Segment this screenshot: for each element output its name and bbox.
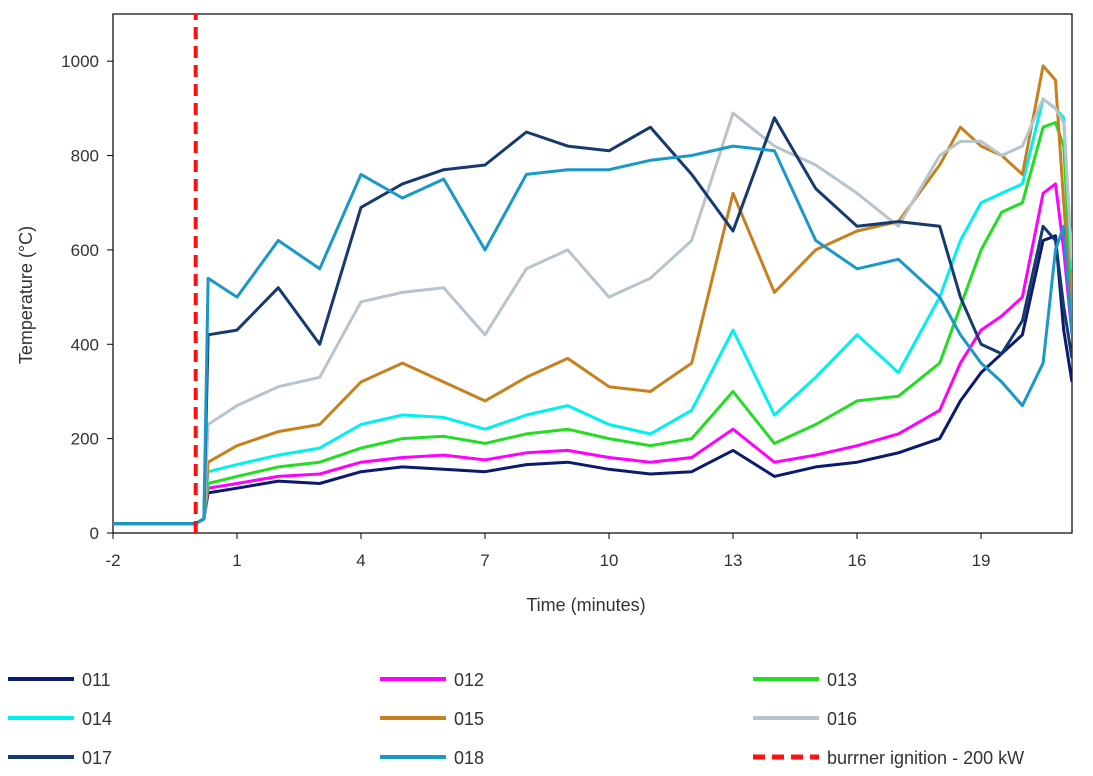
series-group — [113, 14, 1072, 533]
series-line-013 — [113, 121, 1072, 526]
y-tick-label: 400 — [71, 335, 99, 354]
y-tick-label: 200 — [71, 430, 99, 449]
axes-group: -2 1 4 7 10 13 16 19 0 200 400 600 800 1000 — [61, 52, 990, 570]
x-axis-title: Time (minutes) — [526, 595, 645, 615]
y-tick-label: 1000 — [61, 52, 99, 71]
x-tick-label: 7 — [480, 551, 489, 570]
legend-label: 018 — [454, 748, 484, 768]
legend: 011 012 013 014 015 016 017 018 burrner ignition… — [8, 670, 1024, 768]
y-tick-label: 800 — [71, 147, 99, 166]
legend-label: 014 — [82, 709, 112, 729]
y-tick-label: 600 — [71, 241, 99, 260]
legend-label: burrner ignition - 200 kW — [827, 748, 1024, 768]
x-tick-label: 13 — [724, 551, 743, 570]
x-tick-label: 10 — [600, 551, 619, 570]
series-line-018 — [113, 144, 1072, 526]
legend-label: 015 — [454, 709, 484, 729]
legend-label: 016 — [827, 709, 857, 729]
x-tick-label: 16 — [848, 551, 867, 570]
y-tick-label: 0 — [90, 524, 99, 543]
legend-label: 013 — [827, 670, 857, 690]
series-line-012 — [113, 182, 1072, 526]
x-tick-label: 4 — [356, 551, 365, 570]
x-tick-label: 19 — [972, 551, 991, 570]
x-tick-label: -2 — [105, 551, 120, 570]
series-line-015 — [113, 64, 1072, 526]
series-line-016 — [113, 97, 1072, 526]
legend-label: 012 — [454, 670, 484, 690]
series-line-017 — [113, 116, 1072, 526]
x-tick-label: 1 — [232, 551, 241, 570]
legend-label: 017 — [82, 748, 112, 768]
series-line-014 — [113, 97, 1072, 526]
y-axis-title: Temperature (°C) — [16, 226, 36, 364]
legend-label: 011 — [82, 670, 111, 690]
